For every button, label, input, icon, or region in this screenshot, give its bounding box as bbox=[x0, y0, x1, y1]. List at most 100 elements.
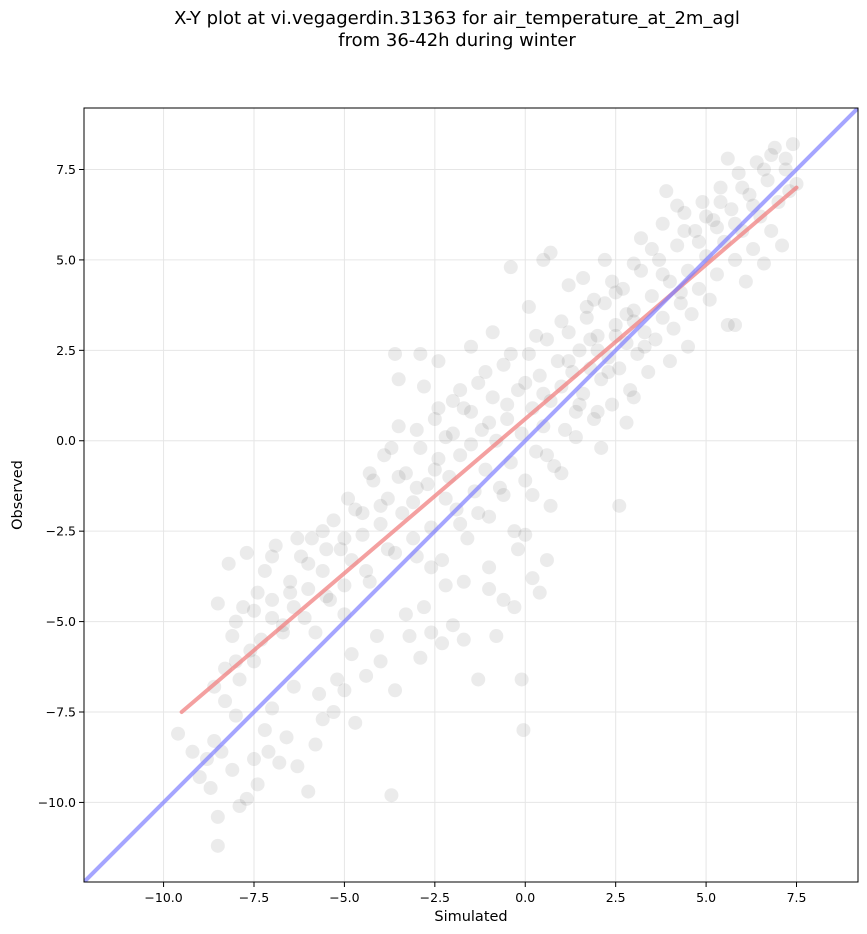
data-point bbox=[388, 346, 403, 361]
x-axis-label: Simulated bbox=[434, 909, 507, 925]
data-point bbox=[550, 354, 565, 369]
data-point bbox=[633, 231, 648, 246]
data-point bbox=[301, 582, 316, 597]
data-point bbox=[594, 372, 609, 387]
data-point bbox=[731, 166, 746, 181]
data-point bbox=[228, 708, 243, 723]
data-point bbox=[359, 668, 374, 683]
data-point bbox=[681, 339, 696, 354]
data-point bbox=[554, 466, 569, 481]
data-point bbox=[388, 545, 403, 560]
data-point bbox=[474, 422, 489, 437]
data-point bbox=[319, 542, 334, 557]
data-point bbox=[246, 603, 261, 618]
data-point bbox=[706, 213, 721, 228]
data-point bbox=[713, 180, 728, 195]
data-point bbox=[265, 549, 280, 564]
data-point bbox=[619, 336, 634, 351]
data-point bbox=[482, 582, 497, 597]
data-point bbox=[341, 491, 356, 506]
data-point bbox=[659, 184, 674, 199]
data-point bbox=[735, 180, 750, 195]
data-point bbox=[579, 310, 594, 325]
data-point bbox=[438, 430, 453, 445]
data-point bbox=[218, 694, 233, 709]
data-point bbox=[192, 770, 207, 785]
data-point bbox=[496, 592, 511, 607]
x-tick-label: −10.0 bbox=[144, 890, 182, 905]
data-point bbox=[601, 365, 616, 380]
data-point bbox=[576, 386, 591, 401]
data-point bbox=[612, 361, 627, 376]
data-point bbox=[359, 563, 374, 578]
data-point bbox=[543, 245, 558, 260]
data-point bbox=[362, 574, 377, 589]
data-point bbox=[373, 654, 388, 669]
data-point bbox=[283, 574, 298, 589]
data-point bbox=[742, 187, 757, 202]
data-point bbox=[312, 686, 327, 701]
data-point bbox=[785, 137, 800, 152]
data-point bbox=[453, 448, 468, 463]
data-point bbox=[326, 705, 341, 720]
data-point bbox=[539, 553, 554, 568]
data-point bbox=[702, 292, 717, 307]
data-point bbox=[326, 513, 341, 528]
y-tick-label: 7.5 bbox=[56, 162, 76, 177]
data-point bbox=[728, 318, 743, 333]
data-point bbox=[572, 397, 587, 412]
data-point bbox=[532, 585, 547, 600]
data-point bbox=[673, 296, 688, 311]
data-point bbox=[232, 799, 247, 814]
data-point bbox=[337, 683, 352, 698]
data-point bbox=[391, 419, 406, 434]
data-point bbox=[561, 278, 576, 293]
data-point bbox=[355, 527, 370, 542]
data-point bbox=[605, 274, 620, 289]
data-point bbox=[590, 328, 605, 343]
fit-lines bbox=[84, 108, 858, 882]
data-point bbox=[424, 625, 439, 640]
data-point bbox=[239, 545, 254, 560]
data-point bbox=[301, 556, 316, 571]
data-point bbox=[283, 585, 298, 600]
data-point bbox=[265, 610, 280, 625]
data-point bbox=[431, 354, 446, 369]
data-point bbox=[330, 672, 345, 687]
grid bbox=[84, 108, 858, 882]
data-point bbox=[228, 614, 243, 629]
data-point bbox=[391, 469, 406, 484]
data-point bbox=[380, 542, 395, 557]
data-point bbox=[500, 397, 515, 412]
data-point bbox=[699, 209, 714, 224]
data-point bbox=[518, 473, 533, 488]
data-point bbox=[525, 488, 540, 502]
data-point bbox=[644, 289, 659, 304]
data-point bbox=[416, 379, 431, 394]
data-point bbox=[670, 198, 685, 213]
data-point bbox=[536, 386, 551, 401]
data-point bbox=[626, 303, 641, 318]
data-point bbox=[516, 723, 531, 738]
data-point bbox=[691, 234, 706, 249]
data-point bbox=[539, 448, 554, 463]
data-point bbox=[749, 155, 764, 170]
data-point bbox=[373, 498, 388, 513]
data-point bbox=[210, 596, 225, 611]
data-point bbox=[608, 318, 623, 333]
data-point bbox=[590, 404, 605, 419]
data-point bbox=[210, 838, 225, 853]
data-point bbox=[568, 404, 583, 419]
data-point bbox=[304, 531, 319, 546]
data-point bbox=[398, 607, 413, 622]
data-point bbox=[485, 390, 500, 405]
data-point bbox=[203, 780, 218, 795]
identity-line bbox=[84, 108, 858, 882]
axis-ticks: −10.0 −7.5 −5.0 −2.5 0.0 2.5 5.0 7.5 −10.0 −7.5 −5… bbox=[38, 162, 807, 905]
data-point bbox=[236, 600, 251, 615]
data-point bbox=[239, 791, 254, 806]
data-point bbox=[286, 679, 301, 694]
data-point bbox=[767, 140, 782, 155]
data-point bbox=[406, 531, 421, 546]
data-point bbox=[261, 744, 276, 759]
